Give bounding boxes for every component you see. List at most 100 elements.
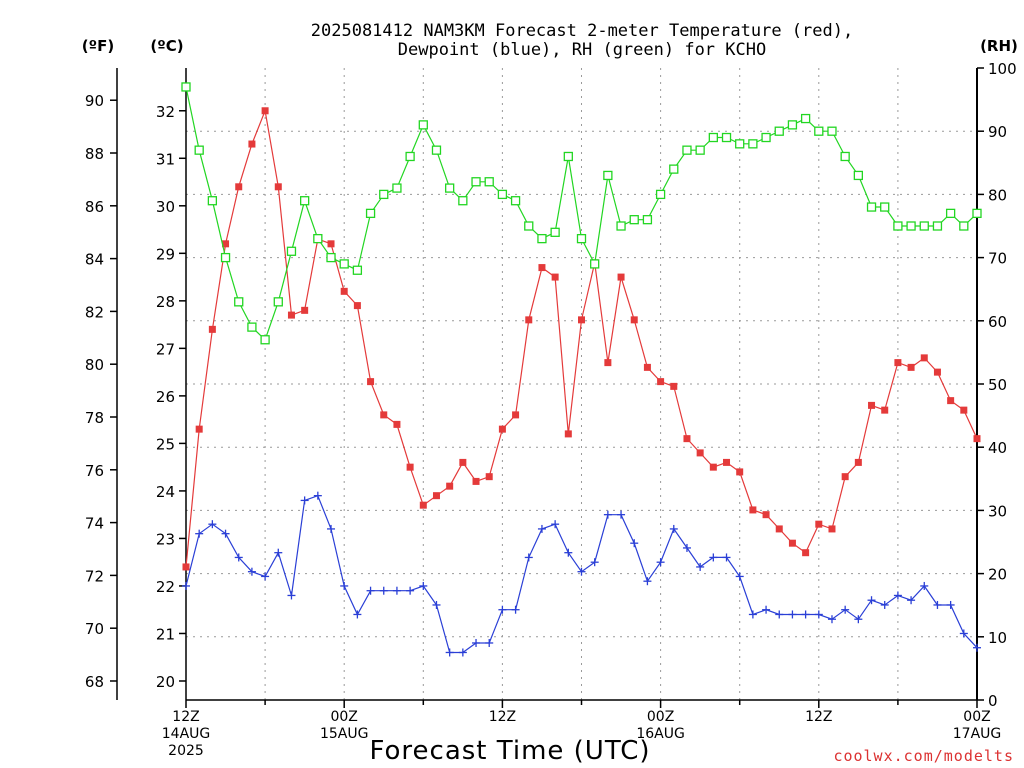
time-tick-label: 2025 [168, 743, 204, 759]
rh-point [247, 322, 257, 332]
fahrenheit-tick-label: 86 [85, 198, 104, 216]
temperature-point [604, 359, 612, 367]
temperature-point [353, 302, 361, 310]
temperature-point [670, 382, 678, 390]
temperature-point [709, 463, 717, 471]
rh-point [405, 151, 415, 162]
rh-tick-label: 90 [988, 123, 1007, 141]
dewpoint-point [445, 648, 454, 657]
temperature-point [301, 306, 309, 314]
series-layer [181, 82, 982, 657]
fahrenheit-tick-label: 84 [85, 251, 104, 269]
dewpoint-point [933, 600, 942, 609]
temperature-point [749, 506, 757, 514]
temperature-point [868, 401, 876, 409]
dewpoint-point [722, 553, 731, 562]
fahrenheit-tick-label: 76 [85, 462, 104, 480]
rh-point [379, 189, 389, 200]
rh-point [655, 189, 666, 200]
fahrenheit-tick-label: 72 [85, 567, 104, 585]
rh-point [827, 126, 837, 136]
fahrenheit-tick-label: 82 [85, 303, 104, 321]
dewpoint-point [234, 553, 243, 562]
rh-point [260, 335, 270, 345]
time-tick-label: 14AUG [162, 726, 211, 742]
rh-point [392, 183, 402, 193]
celsius-tick-label: 32 [156, 103, 175, 121]
rh-point [445, 183, 455, 193]
dewpoint-point [564, 548, 573, 557]
celsius-tick-label: 22 [156, 578, 175, 596]
temperature-point [775, 525, 783, 533]
fahrenheit-unit-label: (ºF) [82, 37, 114, 55]
dewpoint-point [208, 520, 217, 529]
rh-point [286, 246, 297, 256]
temperature-point [815, 520, 823, 528]
temperature-point [235, 183, 243, 191]
rh-point [642, 215, 653, 225]
celsius-tick-label: 26 [156, 388, 175, 406]
temperature-point [933, 368, 941, 376]
dewpoint-point [893, 591, 902, 600]
dewpoint-point [551, 520, 560, 529]
rh-point [497, 189, 508, 200]
time-tick-label: 17AUG [953, 726, 1002, 742]
rh-point [365, 208, 376, 219]
rh-point [880, 202, 890, 212]
temperature-point [564, 430, 572, 438]
dewpoint-point [867, 596, 876, 605]
rh-point [207, 196, 218, 206]
temperature-point [446, 482, 454, 490]
rh-point [695, 145, 705, 155]
rh-point [471, 177, 481, 187]
rh-point [761, 132, 771, 143]
temperature-point [327, 240, 335, 248]
rh-point [840, 151, 850, 162]
rh-point [313, 233, 323, 244]
temperature-point [498, 425, 506, 433]
temperature-point [854, 458, 862, 466]
dewpoint-point [287, 591, 296, 600]
rh-point [748, 139, 758, 149]
fahrenheit-tick-label: 90 [85, 92, 104, 110]
temperature-point [208, 325, 216, 333]
celsius-unit-label: (ºC) [150, 37, 183, 55]
dewpoint-point [643, 577, 652, 586]
temperature-point [762, 511, 770, 519]
rh-point [800, 113, 811, 124]
fahrenheit-tick-label: 88 [85, 145, 104, 163]
rh-point [563, 151, 573, 162]
dewpoint-point [801, 610, 810, 619]
temperature-point [947, 397, 955, 405]
dewpoint-point [313, 491, 322, 500]
dewpoint-point [973, 643, 981, 652]
series-rh [181, 82, 982, 345]
credit-label: coolwx.com/modelts [833, 747, 1014, 765]
rh-point [787, 120, 798, 130]
rh-point [576, 233, 587, 244]
rh-point [959, 221, 969, 231]
temperature-point [406, 463, 414, 471]
temperature-point [380, 411, 388, 419]
time-tick-label: 15AUG [320, 726, 369, 742]
time-tick-label: 00Z [647, 709, 674, 725]
temperature-point [723, 458, 731, 466]
fahrenheit-tick-label: 78 [85, 409, 104, 427]
temperature-point [630, 316, 638, 324]
dewpoint-point [406, 586, 415, 595]
rh-point [721, 132, 732, 143]
axes [110, 67, 984, 708]
chart-title-line2: Dewpoint (blue), RH (green) for KCHO [398, 40, 766, 60]
celsius-tick-label: 27 [156, 340, 175, 358]
rh-point [339, 259, 349, 269]
temperature-point [195, 425, 203, 433]
rh-tick-label: 30 [988, 502, 1007, 520]
temperature-point [538, 264, 546, 272]
dewpoint-point [485, 638, 494, 647]
rh-point [220, 252, 231, 263]
rh-point [524, 221, 534, 231]
rh-point [735, 139, 745, 149]
celsius-tick-label: 25 [156, 435, 175, 453]
x-axis-label: Forecast Time (UTC) [369, 736, 650, 766]
rh-tick-label: 70 [988, 250, 1007, 268]
